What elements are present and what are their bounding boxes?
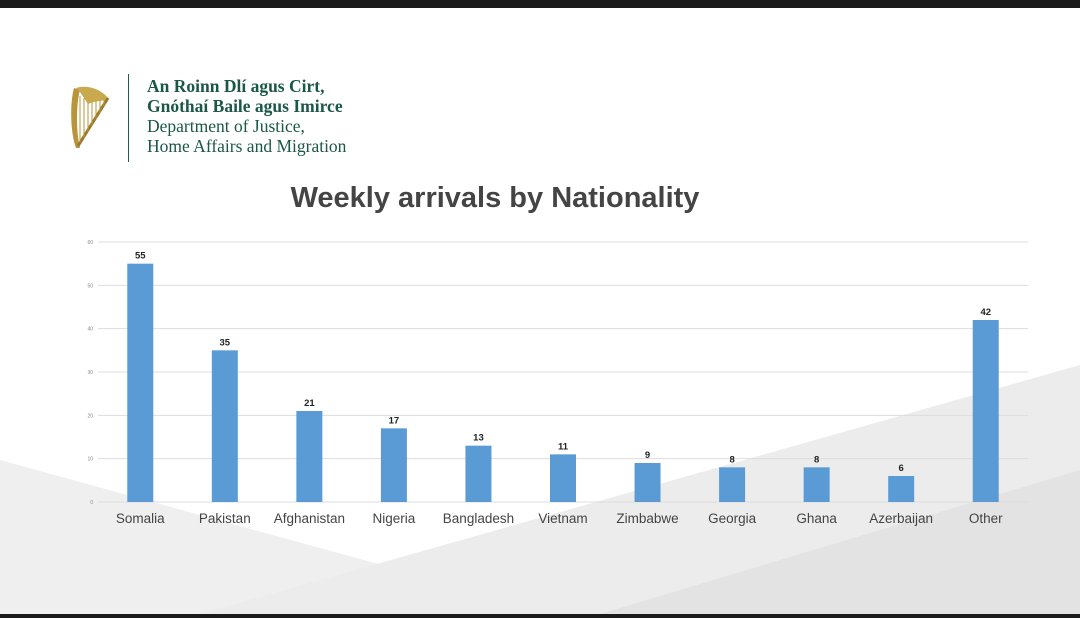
top-frame-bar xyxy=(0,0,1080,8)
bar xyxy=(465,445,492,502)
chart-title: Weekly arrivals by Nationality xyxy=(290,182,700,214)
data-label: 11 xyxy=(558,441,569,452)
x-tick-label: Bangladesh xyxy=(443,511,514,526)
data-label: 55 xyxy=(135,251,146,262)
x-tick-label: Other xyxy=(969,511,1003,526)
department-name: An Roinn Dlí agus Cirt, Gnóthaí Baile ag… xyxy=(147,76,346,156)
y-tick-label: 30 xyxy=(87,370,93,376)
bar xyxy=(634,463,661,502)
bar xyxy=(550,454,576,502)
x-tick-label: Zimbabwe xyxy=(616,511,678,526)
dept-name-irish-2: Gnóthaí Baile agus Imirce xyxy=(147,96,343,116)
data-label: 8 xyxy=(814,454,819,465)
logo-divider xyxy=(128,74,129,162)
x-tick-label: Pakistan xyxy=(199,511,251,526)
department-logo: An Roinn Dlí agus Cirt, Gnóthaí Baile ag… xyxy=(62,72,382,167)
data-label: 13 xyxy=(473,433,484,444)
x-tick-label: Afghanistan xyxy=(274,511,345,526)
data-label: 9 xyxy=(645,450,650,461)
x-tick-label: Ghana xyxy=(796,511,837,526)
dept-name-english-2: Home Affairs and Migration xyxy=(147,136,347,156)
bar xyxy=(127,263,154,502)
data-label: 17 xyxy=(389,415,400,426)
bar xyxy=(380,428,407,502)
bar xyxy=(719,467,746,502)
bar xyxy=(296,411,323,502)
x-tick-label: Georgia xyxy=(708,511,757,526)
data-label: 6 xyxy=(899,463,904,474)
y-tick-label: 40 xyxy=(87,327,93,333)
y-tick-label: 50 xyxy=(87,283,93,289)
harp-icon xyxy=(71,86,110,148)
bar xyxy=(211,350,238,502)
data-label: 8 xyxy=(729,454,734,465)
x-tick-label: Nigeria xyxy=(373,511,416,526)
y-tick-label: 0 xyxy=(90,500,93,506)
data-label: 42 xyxy=(980,307,991,318)
bar xyxy=(888,476,915,502)
data-label: 35 xyxy=(220,337,231,348)
dept-name-english-1: Department of Justice, xyxy=(147,116,305,136)
y-tick-label: 10 xyxy=(87,457,93,463)
x-tick-label: Azerbaijan xyxy=(869,511,933,526)
y-tick-label: 60 xyxy=(87,240,93,246)
y-tick-label: 20 xyxy=(87,413,93,419)
x-tick-label: Somalia xyxy=(116,511,165,526)
dept-name-irish-1: An Roinn Dlí agus Cirt, xyxy=(147,76,325,96)
bottom-frame-bar xyxy=(0,614,1080,618)
bar xyxy=(803,467,830,502)
x-tick-label: Vietnam xyxy=(538,511,587,526)
bar xyxy=(972,320,999,502)
data-label: 21 xyxy=(304,398,315,409)
